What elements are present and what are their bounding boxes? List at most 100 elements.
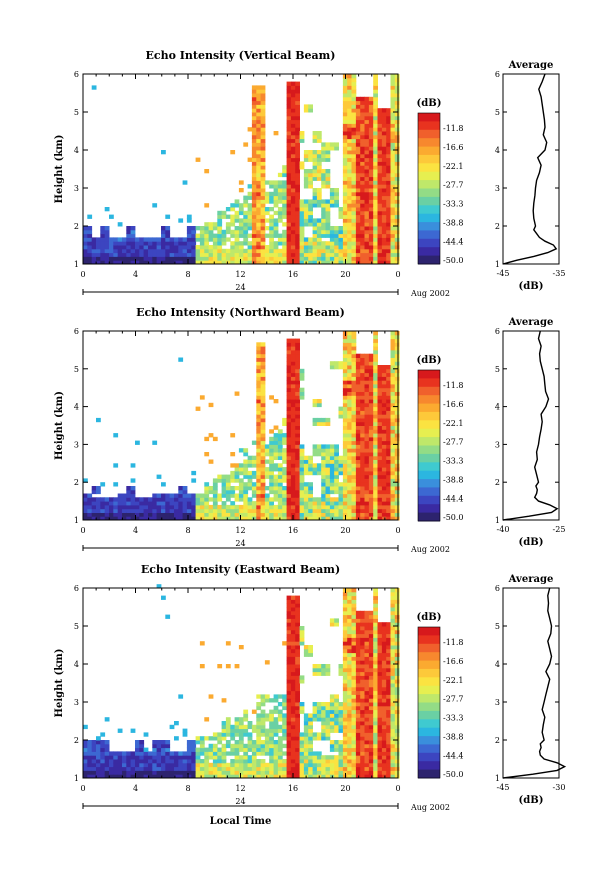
heatmap-cell bbox=[290, 732, 296, 737]
heatmap-cell bbox=[355, 256, 361, 261]
heatmap-cell bbox=[230, 508, 236, 513]
heatmap-cell bbox=[347, 448, 352, 453]
heatmap-cell bbox=[130, 774, 136, 779]
heatmap-cell bbox=[277, 241, 283, 246]
heatmap-cell bbox=[269, 504, 274, 510]
heatmap-cell bbox=[355, 383, 361, 389]
heatmap-cell bbox=[122, 762, 127, 768]
heatmap-cell bbox=[351, 629, 357, 635]
heatmap-cell bbox=[360, 421, 365, 426]
heatmap-cell bbox=[286, 766, 292, 771]
heatmap-cell bbox=[251, 740, 257, 745]
heatmap-cell bbox=[390, 459, 396, 464]
heatmap-cell bbox=[338, 709, 344, 714]
heatmap-cell bbox=[368, 486, 374, 491]
heatmap-cell bbox=[342, 743, 348, 749]
heatmap-cell bbox=[373, 365, 378, 370]
heatmap-cell bbox=[100, 766, 106, 771]
heatmap-cell bbox=[303, 237, 309, 242]
heatmap-cell bbox=[286, 112, 292, 117]
heatmap-cell bbox=[347, 516, 352, 521]
heatmap-cell bbox=[286, 119, 292, 124]
heatmap-cell bbox=[381, 629, 387, 635]
heatmap-cell bbox=[390, 686, 396, 692]
heatmap-cell bbox=[368, 218, 374, 223]
heatmap-cell bbox=[204, 766, 210, 771]
heatmap-cell bbox=[390, 629, 396, 635]
heatmap-cell bbox=[286, 346, 292, 351]
heatmap-cell bbox=[321, 444, 326, 449]
heatmap-cell bbox=[364, 353, 370, 358]
profile-y-tick-label: 1 bbox=[495, 516, 500, 525]
heatmap-cell bbox=[290, 610, 296, 616]
heatmap-cell bbox=[83, 508, 88, 513]
heatmap-cell bbox=[347, 361, 352, 366]
heatmap-cell bbox=[260, 436, 266, 442]
heatmap-cell bbox=[351, 93, 357, 98]
heatmap-cell bbox=[347, 233, 352, 238]
heatmap-cell bbox=[373, 762, 378, 768]
heatmap-cell bbox=[238, 203, 244, 208]
heatmap-cell bbox=[368, 721, 374, 726]
heatmap-cell bbox=[256, 214, 262, 219]
heatmap-cell bbox=[342, 717, 348, 722]
heatmap-cell bbox=[161, 747, 166, 752]
heatmap-cell bbox=[390, 346, 396, 351]
heatmap-cell bbox=[243, 210, 249, 216]
heatmap-cell bbox=[351, 694, 357, 699]
heatmap-cell bbox=[195, 766, 201, 771]
heatmap-cell bbox=[286, 421, 292, 426]
heatmap-cell bbox=[117, 766, 123, 771]
heatmap-cell bbox=[299, 629, 305, 635]
heatmap-cell bbox=[347, 686, 352, 692]
heatmap-cell bbox=[355, 425, 361, 430]
heatmap-cell bbox=[347, 104, 352, 109]
heatmap-cell bbox=[308, 766, 313, 771]
heatmap-cell bbox=[373, 599, 378, 604]
heatmap-cell bbox=[351, 353, 357, 358]
heatmap-cell bbox=[316, 671, 322, 676]
heatmap-cell bbox=[364, 610, 370, 616]
heatmap-cell bbox=[360, 214, 365, 219]
heatmap-cell bbox=[390, 759, 396, 764]
heatmap-cell bbox=[329, 142, 335, 147]
heatmap-cell bbox=[347, 713, 352, 718]
heatmap-cell bbox=[286, 218, 292, 223]
heatmap-cell bbox=[273, 478, 279, 483]
heatmap-cell bbox=[117, 755, 123, 760]
heatmap-cell bbox=[282, 762, 287, 768]
heatmap-cell bbox=[256, 508, 262, 513]
heatmap-cell bbox=[390, 157, 396, 162]
heatmap-cell bbox=[347, 664, 352, 669]
heatmap-cell bbox=[321, 448, 326, 453]
heatmap-cell bbox=[386, 721, 391, 726]
heatmap-cell bbox=[373, 516, 378, 521]
heatmap-cell bbox=[212, 755, 218, 760]
heatmap-cell bbox=[351, 508, 357, 513]
heatmap-cell bbox=[351, 108, 357, 113]
heatmap-cell bbox=[394, 512, 400, 517]
heatmap-cell bbox=[195, 493, 201, 498]
heatmap-cell bbox=[152, 766, 158, 771]
heatmap-cell bbox=[368, 467, 374, 472]
heatmap-cell bbox=[286, 104, 292, 109]
heatmap-cell bbox=[334, 470, 339, 476]
heatmap-cell bbox=[360, 248, 365, 254]
heatmap-cell bbox=[256, 161, 262, 166]
heatmap-cell bbox=[290, 81, 296, 86]
heatmap-cell bbox=[368, 482, 374, 487]
heatmap-cell bbox=[347, 391, 352, 396]
heatmap-cell bbox=[368, 713, 374, 718]
heatmap-cell bbox=[286, 353, 292, 358]
heatmap-cell bbox=[204, 229, 210, 235]
heatmap-cell bbox=[282, 229, 287, 235]
heatmap-cell bbox=[260, 188, 266, 193]
heatmap-cell bbox=[247, 455, 253, 460]
heatmap-cell bbox=[204, 497, 210, 502]
heatmap-cell bbox=[364, 618, 370, 623]
heatmap-cell bbox=[355, 444, 361, 449]
heatmap-cell bbox=[122, 751, 127, 756]
heatmap-cell bbox=[91, 501, 97, 506]
heatmap-cell bbox=[377, 237, 383, 242]
heatmap-cell bbox=[373, 455, 378, 460]
